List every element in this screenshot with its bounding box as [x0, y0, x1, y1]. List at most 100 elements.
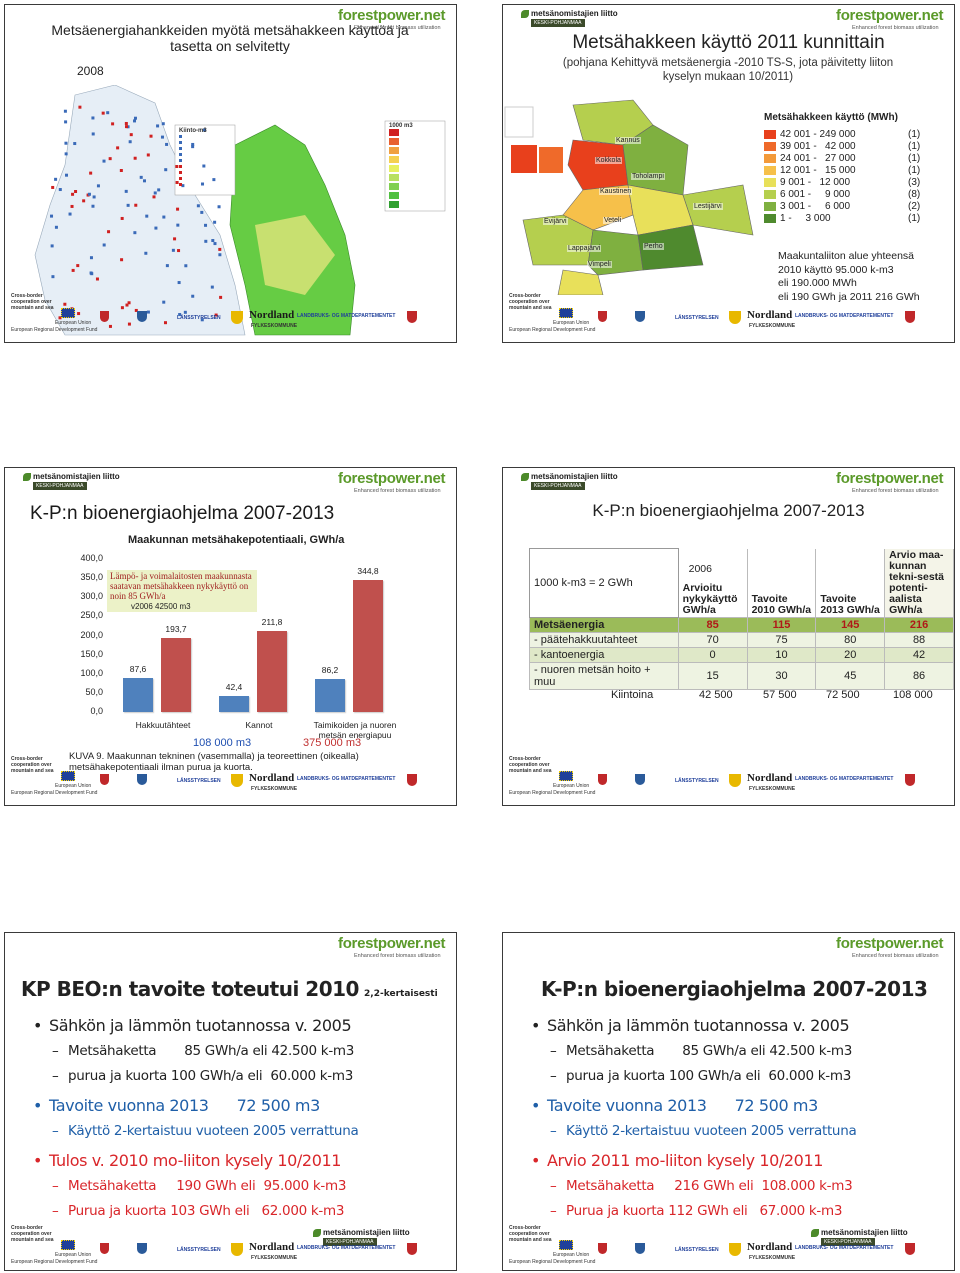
org-region: KESKI-POHJANMAA	[531, 482, 585, 490]
bar	[257, 630, 287, 712]
map-dot	[153, 191, 157, 195]
table-cell: - kantoenergia	[529, 646, 679, 663]
tagline: Enhanced forest biomass utilization	[354, 25, 441, 31]
map-dot	[200, 210, 204, 214]
legend-range: 3 001 - 6 000	[780, 201, 851, 212]
legend-swatch	[764, 202, 776, 211]
chart-title: Maakunnan metsähakepotentiaali, GWh/a	[128, 534, 345, 546]
map	[504, 99, 754, 295]
table-row: - päätehakkuutahteet 70 75 80 88	[529, 631, 954, 648]
crest	[729, 311, 741, 324]
legend-range: 9 001 - 12 000	[780, 177, 851, 188]
map-dot	[134, 203, 138, 207]
map-dot	[58, 316, 62, 320]
ministry: LANDBRUKS- OG MATDEPARTEMENTET	[795, 313, 894, 319]
year: 2006	[688, 562, 712, 575]
table-cell: 85	[677, 616, 748, 633]
legend-range: 6 001 - 9 000	[780, 189, 851, 200]
map-dot	[211, 239, 215, 243]
table-cell: 70	[677, 631, 748, 648]
lans: LÄNSSTYRELSEN	[177, 315, 221, 321]
map-dot	[126, 125, 130, 129]
map-dot	[50, 244, 54, 248]
map-dot	[108, 157, 112, 161]
fund-text: European Regional Development Fund	[509, 790, 596, 796]
site-logo: forestpower.net	[338, 935, 446, 952]
value-label: 211,8	[261, 616, 283, 627]
map-dot	[64, 141, 68, 145]
x-tick-label: Taimikoiden ja nuoren metsän energiapuu	[313, 720, 397, 740]
legend-count: (1)	[908, 165, 921, 176]
legend-swatch	[389, 156, 399, 163]
legend-swatch	[179, 141, 182, 144]
legend-swatch	[179, 153, 182, 156]
bar	[161, 637, 191, 712]
fylke: FYLKESKOMMUNE	[251, 786, 298, 792]
legend-count: (8)	[908, 189, 921, 200]
year: 2008	[77, 64, 104, 78]
map-dot	[162, 215, 166, 219]
bullet-item: Sähkön ja lämmön tuotannossa v. 2005	[531, 1016, 850, 1035]
org-region: KESKI-POHJANMAA	[531, 19, 585, 27]
table-cell: 145	[815, 616, 886, 633]
map-dot	[196, 204, 200, 208]
fylke: FYLKESKOMMUNE	[251, 1255, 298, 1261]
y-tick-label: 300,0	[80, 591, 103, 602]
y-tick-label: 350,0	[80, 572, 103, 583]
legend-swatch	[179, 171, 182, 174]
eu-flag	[559, 771, 573, 781]
map-dot	[183, 310, 187, 314]
place-label: Toholampi	[631, 173, 665, 180]
map-dot	[162, 300, 166, 304]
map-dot	[116, 146, 120, 150]
value-label: 87,6	[129, 664, 147, 675]
map-dot	[202, 164, 206, 168]
place-label: Lappajärvi	[567, 245, 602, 252]
legend-count: (2)	[908, 201, 921, 212]
legend-title: Kiinto-m3	[179, 128, 207, 134]
map-dot	[145, 214, 149, 218]
site-logo: forestpower.net	[836, 7, 944, 24]
crest	[231, 1243, 243, 1256]
tagline: Enhanced forest biomass utilization	[852, 488, 939, 494]
map-dot	[120, 216, 124, 220]
map-dot	[171, 248, 175, 252]
logo-icon	[521, 10, 529, 18]
map-dot	[54, 225, 58, 229]
lans: LÄNSSTYRELSEN	[675, 315, 719, 321]
tagline: Enhanced forest biomass utilization	[354, 488, 441, 494]
map-dot	[63, 109, 67, 113]
map-dot	[65, 173, 69, 177]
map-dot	[214, 313, 218, 317]
header-text: Tavoite 2013 GWh/a	[820, 592, 880, 616]
eu-flag	[559, 1240, 573, 1250]
site-logo: forestpower.net	[338, 470, 446, 487]
legend-range: 42 001 - 249 000	[780, 129, 856, 140]
bar	[219, 695, 249, 712]
bullet-item: Purua ja kuorta 112 GWh eli 67.000 k-m3	[550, 1203, 842, 1219]
crest	[137, 311, 147, 322]
map-dot	[73, 142, 77, 146]
map-dot	[87, 192, 91, 196]
legend-swatch	[179, 177, 182, 180]
logo-icon	[521, 473, 529, 481]
map-dot	[102, 159, 106, 163]
map-dot	[160, 135, 164, 139]
lans: LÄNSSTYRELSEN	[177, 778, 221, 784]
map-dot	[70, 204, 74, 208]
bullet-item: Tavoite vuonna 2013 72 500 m3	[33, 1096, 320, 1115]
map-dot	[176, 223, 180, 227]
map-dot	[219, 295, 223, 299]
bullet-item: Metsähaketta 85 GWh/a eli 42.500 k-m3	[52, 1043, 354, 1059]
legend-swatch	[389, 138, 399, 145]
legend-title: Metsähakkeen käyttö (MWh)	[764, 112, 898, 123]
y-tick-label: 0,0	[90, 706, 103, 716]
table: 1000 k-m3 = 2 GWh 2006 Arvioitu nykykäyttö…	[529, 548, 954, 690]
map-dot	[175, 165, 179, 169]
crest	[635, 1243, 645, 1254]
bar	[123, 678, 153, 712]
table-cell: 115	[746, 616, 817, 633]
map-dot	[89, 171, 93, 175]
table-cell: 20	[815, 646, 886, 663]
cooperation: Cross-border cooperation over mountain a…	[11, 293, 54, 311]
